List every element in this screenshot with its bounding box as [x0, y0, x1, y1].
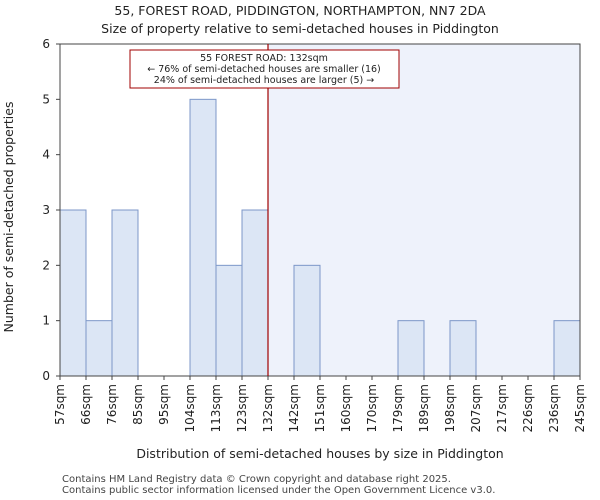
x-tick-label: 57sqm [53, 384, 67, 425]
y-tick-label: 6 [42, 37, 50, 51]
x-tick-label: 76sqm [105, 384, 119, 425]
bar-113sqm [215, 264, 243, 377]
x-tick-label: 217sqm [495, 384, 509, 432]
x-tick-label: 104sqm [183, 384, 197, 432]
footer-line2: Contains public sector information licen… [62, 485, 496, 496]
marker-annotation: 55 FOREST ROAD: 132sqm ← 76% of semi-det… [129, 49, 400, 89]
y-tick-label: 5 [42, 92, 50, 106]
footer-line1: Contains HM Land Registry data © Crown c… [62, 474, 451, 485]
x-tick-label: 245sqm [573, 384, 587, 432]
x-tick-label: 132sqm [261, 384, 275, 432]
chart-subtitle: Size of property relative to semi-detach… [101, 21, 499, 36]
x-tick-label: 142sqm [287, 384, 301, 432]
x-tick-label: 207sqm [469, 384, 483, 432]
y-tick-label: 1 [42, 314, 50, 328]
bar-179sqm [397, 320, 425, 377]
annotation-box [129, 49, 400, 89]
x-axis-label: Distribution of semi-detached houses by … [136, 446, 503, 461]
bar-104sqm [189, 98, 217, 377]
x-tick-label: 170sqm [365, 384, 379, 432]
x-tick-label: 66sqm [79, 384, 93, 425]
annotation-line3: 24% of semi-detached houses are larger (… [154, 75, 374, 86]
bar-123sqm [241, 209, 269, 377]
x-tick-label: 95sqm [157, 384, 171, 425]
bar-198sqm [449, 320, 477, 377]
bar-57sqm [59, 209, 87, 377]
x-tick-label: 226sqm [521, 384, 535, 432]
bar-76sqm [111, 209, 139, 377]
annotation-line2: ← 76% of semi-detached houses are smalle… [147, 64, 381, 75]
chart-title: 55, FOREST ROAD, PIDDINGTON, NORTHAMPTON… [114, 3, 486, 18]
y-tick-label: 3 [42, 203, 50, 217]
x-tick-label: 160sqm [339, 384, 353, 432]
y-tick-label: 0 [42, 369, 50, 383]
bar-142sqm [293, 264, 321, 377]
x-tick-label: 198sqm [443, 384, 457, 432]
x-tick-label: 113sqm [209, 384, 223, 432]
x-tick-label: 189sqm [417, 384, 431, 432]
x-tick-label: 179sqm [391, 384, 405, 432]
annotation-line1: 55 FOREST ROAD: 132sqm [200, 53, 328, 64]
bar-236sqm [553, 320, 581, 377]
y-tick-label: 2 [42, 258, 50, 272]
x-tick-label: 151sqm [313, 384, 327, 432]
bar-66sqm [85, 320, 113, 377]
x-tick-label: 85sqm [131, 384, 145, 425]
y-axis-label: Number of semi-detached properties [1, 102, 16, 333]
y-tick-label: 4 [42, 148, 50, 162]
x-tick-label: 123sqm [235, 384, 249, 432]
x-tick-label: 236sqm [547, 384, 561, 432]
